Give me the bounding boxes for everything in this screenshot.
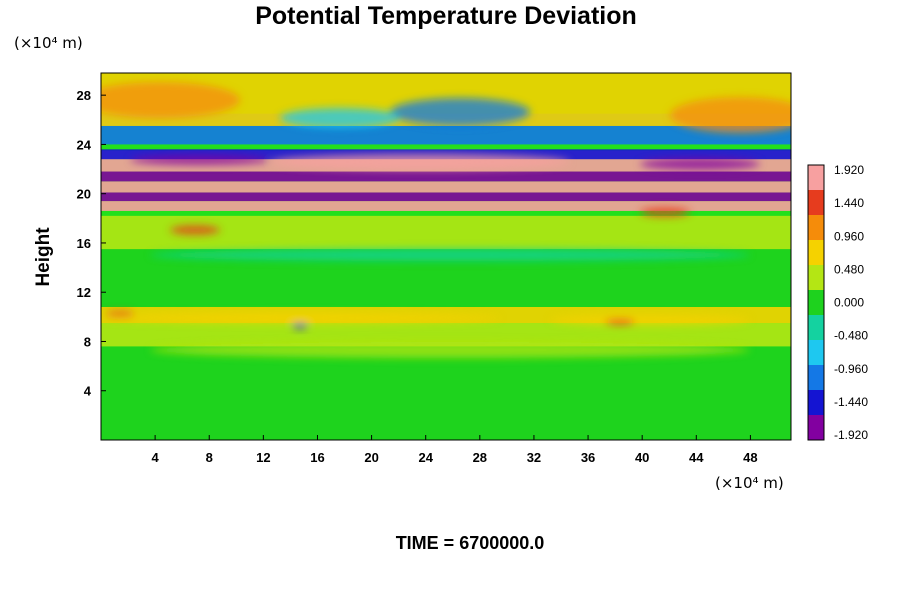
heatmap-feature [101, 82, 240, 118]
x-axis: 4 8 12 16 20 24 28 32 36 40 44 48 [152, 435, 758, 465]
heatmap-band [101, 181, 791, 193]
colorbar-tick-label: 0.960 [834, 229, 864, 243]
heatmap-feature [550, 315, 750, 325]
colorbar-swatch [808, 265, 824, 291]
colorbar-swatch [808, 415, 824, 441]
plot-frame [100, 72, 792, 441]
heatmap-feature [390, 98, 530, 126]
colorbar-tick-label: 1.920 [834, 163, 864, 177]
plot-area [101, 73, 791, 440]
colorbar-tick-label: 0.000 [834, 296, 864, 310]
colorbar-swatch [808, 365, 824, 391]
colorbar: 1.920 1.440 0.960 0.480 0.000 -0.480 -0.960 -1.… [807, 163, 868, 442]
y-tick-label: 8 [84, 334, 91, 349]
y-tick-label: 16 [77, 236, 91, 251]
heatmap-band [101, 201, 791, 211]
y-unit-label: (×10⁴ m) [14, 34, 83, 52]
y-tick-label: 20 [77, 187, 91, 202]
heatmap-feature [640, 207, 690, 217]
time-annotation: TIME = 6700000.0 [396, 533, 545, 553]
y-tick-label: 24 [77, 137, 92, 152]
heatmap-feature [670, 97, 791, 133]
colorbar-swatch [808, 165, 824, 191]
heatmap-feature [170, 225, 220, 235]
colorbar-tick-label: -1.440 [834, 395, 868, 409]
x-tick-label: 24 [418, 450, 433, 465]
heatmap-feature [150, 342, 750, 358]
x-tick-label: 12 [256, 450, 270, 465]
colorbar-swatch [808, 390, 824, 416]
colorbar-tick-label: 1.440 [834, 196, 864, 210]
heatmap-feature [280, 108, 400, 128]
colorbar-swatch [808, 240, 824, 266]
x-tick-label: 20 [364, 450, 378, 465]
heatmap-band [101, 171, 791, 182]
x-tick-label: 44 [689, 450, 704, 465]
x-tick-label: 8 [206, 450, 213, 465]
colorbar-tick-label: -1.920 [834, 428, 868, 442]
heatmap-band [101, 192, 791, 202]
x-tick-label: 4 [152, 450, 160, 465]
heatmap-feature [640, 158, 760, 170]
heatmap-feature [130, 155, 270, 165]
colorbar-tick-label: -0.480 [834, 329, 868, 343]
heatmap-feature [270, 154, 570, 170]
x-unit-label: (×10⁴ m) [715, 474, 784, 492]
heatmap-band [101, 346, 791, 440]
colorbar-frame [807, 164, 825, 441]
colorbar-swatch [808, 340, 824, 366]
colorbar-tick-label: 0.480 [834, 262, 864, 276]
x-tick-label: 32 [527, 450, 541, 465]
y-tick-label: 28 [77, 88, 91, 103]
heatmap-band [101, 323, 791, 347]
colorbar-tick-label: -0.960 [834, 362, 868, 376]
y-tick-label: 12 [77, 285, 91, 300]
x-tick-label: 40 [635, 450, 649, 465]
heatmap-feature [605, 319, 635, 325]
colorbar-swatch [808, 290, 824, 316]
heatmap-feature [292, 323, 308, 329]
heatmap-field [101, 73, 791, 440]
y-axis: 4 8 12 16 20 24 28 [77, 88, 106, 399]
colorbar-swatch [808, 190, 824, 216]
y-axis-label: Height [33, 227, 54, 287]
chart-title: Potential Temperature Deviation [255, 2, 637, 30]
x-tick-label: 16 [310, 450, 324, 465]
colorbar-swatch [808, 215, 824, 241]
x-tick-label: 48 [743, 450, 757, 465]
y-tick-label: 4 [84, 384, 92, 399]
x-tick-label: 36 [581, 450, 595, 465]
heatmap-feature [105, 311, 135, 317]
x-tick-label: 28 [473, 450, 487, 465]
heatmap-feature [101, 313, 500, 323]
heatmap-feature [150, 249, 750, 261]
colorbar-swatch [808, 315, 824, 341]
